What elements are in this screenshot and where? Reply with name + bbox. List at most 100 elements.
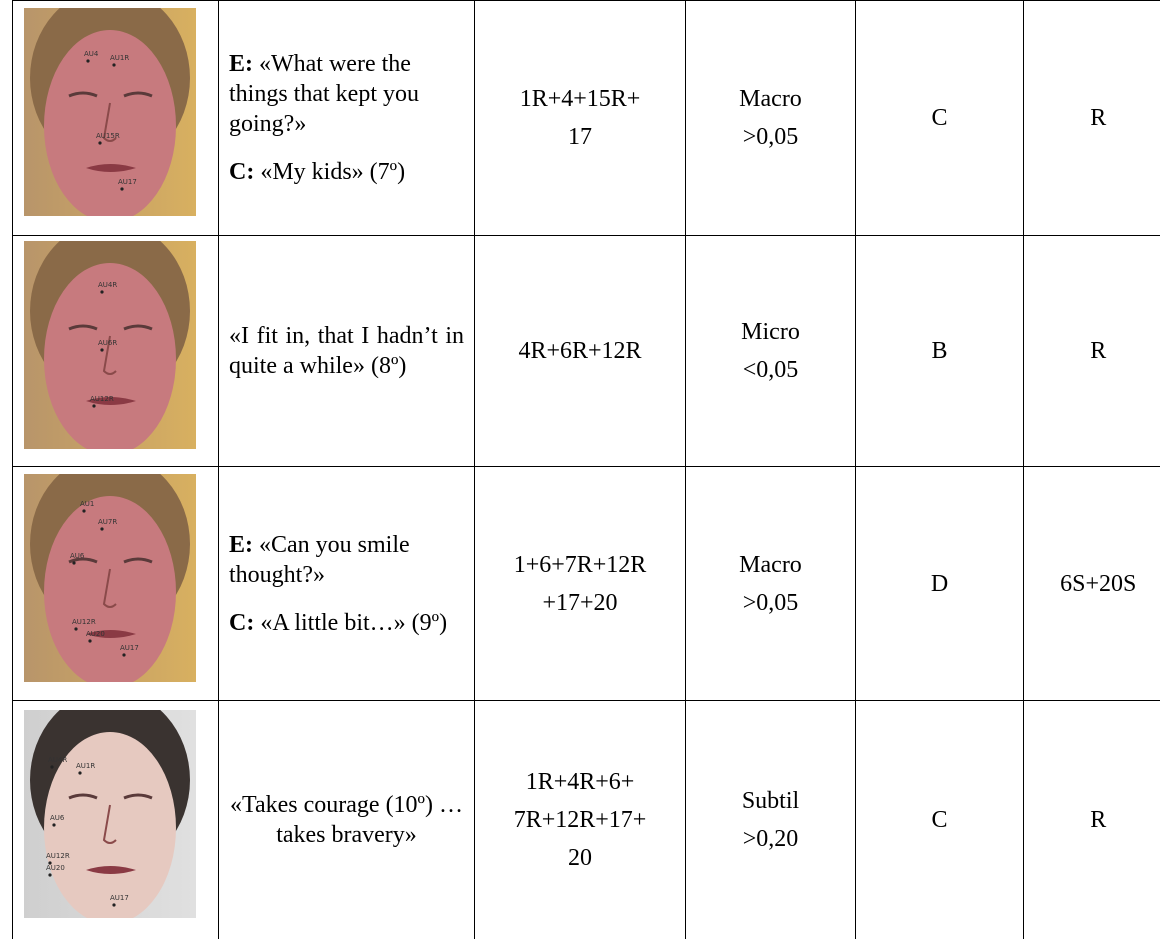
au-label: AU17 — [120, 644, 139, 652]
units-cell: 1R+4R+6+7R+12R+17+20 — [475, 701, 686, 939]
image-cell: AU4R AU6R AU12R — [13, 236, 219, 467]
au-label: AU6R — [98, 339, 117, 347]
units-line: 20 — [475, 839, 685, 877]
au-label: AU1R — [110, 54, 129, 62]
intensity-cell: Macro>0,05 — [686, 467, 856, 701]
au-dot — [122, 653, 125, 656]
au-label: AU20 — [86, 630, 105, 638]
au-label: AU6 — [70, 552, 85, 560]
face — [44, 263, 176, 449]
intensity-line: <0,05 — [686, 351, 855, 389]
utterance: «My kids» (7º) — [260, 159, 405, 185]
au-dot — [112, 903, 115, 906]
au-dot — [72, 561, 75, 564]
code-cell: C — [856, 701, 1024, 939]
dialogue-cell: E: «What were the things that kept you g… — [219, 1, 475, 236]
au-label: AU20 — [46, 864, 65, 872]
image-cell: AU1 AU7R AU6 AU12R AU20 AU17 — [13, 467, 219, 701]
au-label: AU12R — [72, 618, 96, 626]
units-line: +17+20 — [475, 584, 685, 622]
au-label: AU1 — [80, 500, 94, 508]
dialogue-cell: E: «Can you smile thought?» C: «A little … — [219, 467, 475, 701]
au-dot — [88, 639, 91, 642]
au-dot — [50, 765, 53, 768]
au-label: AU17 — [110, 894, 129, 902]
intensity-line: >0,05 — [686, 584, 855, 622]
units-line: 1R+4+15R+ — [475, 80, 685, 118]
units-line: 1R+4R+6+ — [475, 763, 685, 801]
face-photo: AU4R AU6R AU12R — [24, 241, 196, 449]
page: AU4AU1RAU15RAU17E: «What were the things… — [0, 0, 1160, 938]
utterance: «A little bit…» (9º) — [260, 610, 447, 636]
au-dot — [100, 290, 103, 293]
intensity-line: >0,20 — [686, 820, 855, 858]
units-cell: 1+6+7R+12R+17+20 — [475, 467, 686, 701]
au-label: AU7R — [98, 518, 117, 526]
dialogue-line: C: «A little bit…» (9º) — [229, 608, 464, 638]
extra-cell: R — [1024, 1, 1160, 236]
au-dot — [78, 771, 81, 774]
intensity-line: Macro — [686, 80, 855, 118]
code-cell: C — [856, 1, 1024, 236]
extra-cell: R — [1024, 236, 1160, 467]
au-dot — [112, 63, 115, 66]
speaker: E: — [229, 532, 253, 558]
table-row: AU4R AU6R AU12R «I fit in, that I hadn’t in… — [13, 236, 1160, 467]
au-dot — [86, 59, 89, 62]
dialogue-line: E: «Can you smile thought?» — [229, 530, 464, 590]
au-label: AU12R — [46, 852, 70, 860]
intensity-line: Micro — [686, 313, 855, 351]
au-label: AU4R — [98, 281, 117, 289]
units-line: 7R+12R+17+ — [475, 801, 685, 839]
units-line: 1+6+7R+12R — [475, 546, 685, 584]
au-dot — [52, 823, 55, 826]
intensity-line: Macro — [686, 546, 855, 584]
au-dot — [74, 627, 77, 630]
units-cell: 4R+6R+12R — [475, 236, 686, 467]
extra-cell: R — [1024, 701, 1160, 939]
au-dot — [120, 187, 123, 190]
quote-cell: «I fit in, that I hadn’t in quite a whil… — [219, 236, 475, 467]
quote-cell: «Takes courage (10º) … takes bravery» — [219, 701, 475, 939]
table-row: AU4 AU1R AU15R AU17 E: «What were the things… — [13, 1, 1160, 236]
au-dot — [100, 348, 103, 351]
intensity-line: >0,05 — [686, 118, 855, 156]
au-label: AU4R — [48, 756, 67, 764]
intensity-cell: Macro>0,05 — [686, 1, 856, 236]
au-label: AU4 — [84, 50, 99, 58]
quote: «I fit in, that I hadn’t in quite a whil… — [229, 323, 464, 379]
units-line: 17 — [475, 118, 685, 156]
speaker: C: — [229, 610, 254, 636]
extra-cell: 6S+20S — [1024, 467, 1160, 701]
face-photo: AU1 AU7R AU6 AU12R AU20 AU17 — [24, 474, 196, 682]
intensity-cell: Micro<0,05 — [686, 236, 856, 467]
intensity-cell: Subtil>0,20 — [686, 701, 856, 939]
code-cell: D — [856, 467, 1024, 701]
units-cell: 1R+4+15R+17 — [475, 1, 686, 236]
intensity-line: Subtil — [686, 782, 855, 820]
au-dot — [48, 873, 51, 876]
au-dot — [100, 527, 103, 530]
speaker: C: — [229, 159, 254, 185]
au-dot — [82, 509, 85, 512]
utterance: «Can you smile thought?» — [229, 532, 410, 588]
au-dot — [98, 141, 101, 144]
dialogue-line: E: «What were the things that kept you g… — [229, 49, 464, 139]
utterance: «What were the things that kept you goin… — [229, 51, 419, 137]
quote: «Takes courage (10º) … takes bravery» — [230, 792, 463, 848]
au-label: AU15R — [96, 132, 120, 140]
au-label: AU17 — [118, 178, 137, 186]
face-photo: AU4 AU1R AU15R AU17 — [24, 8, 196, 216]
au-label: AU12R — [90, 395, 114, 403]
units-line: 4R+6R+12R — [475, 332, 685, 370]
table-row: AU1 AU7R AU6 AU12R AU20 AU17 E: «Can you smile… — [13, 467, 1160, 701]
au-label: AU1R — [76, 762, 95, 770]
au-dot — [92, 404, 95, 407]
speaker: E: — [229, 51, 253, 77]
dialogue-line: C: «My kids» (7º) — [229, 157, 464, 187]
